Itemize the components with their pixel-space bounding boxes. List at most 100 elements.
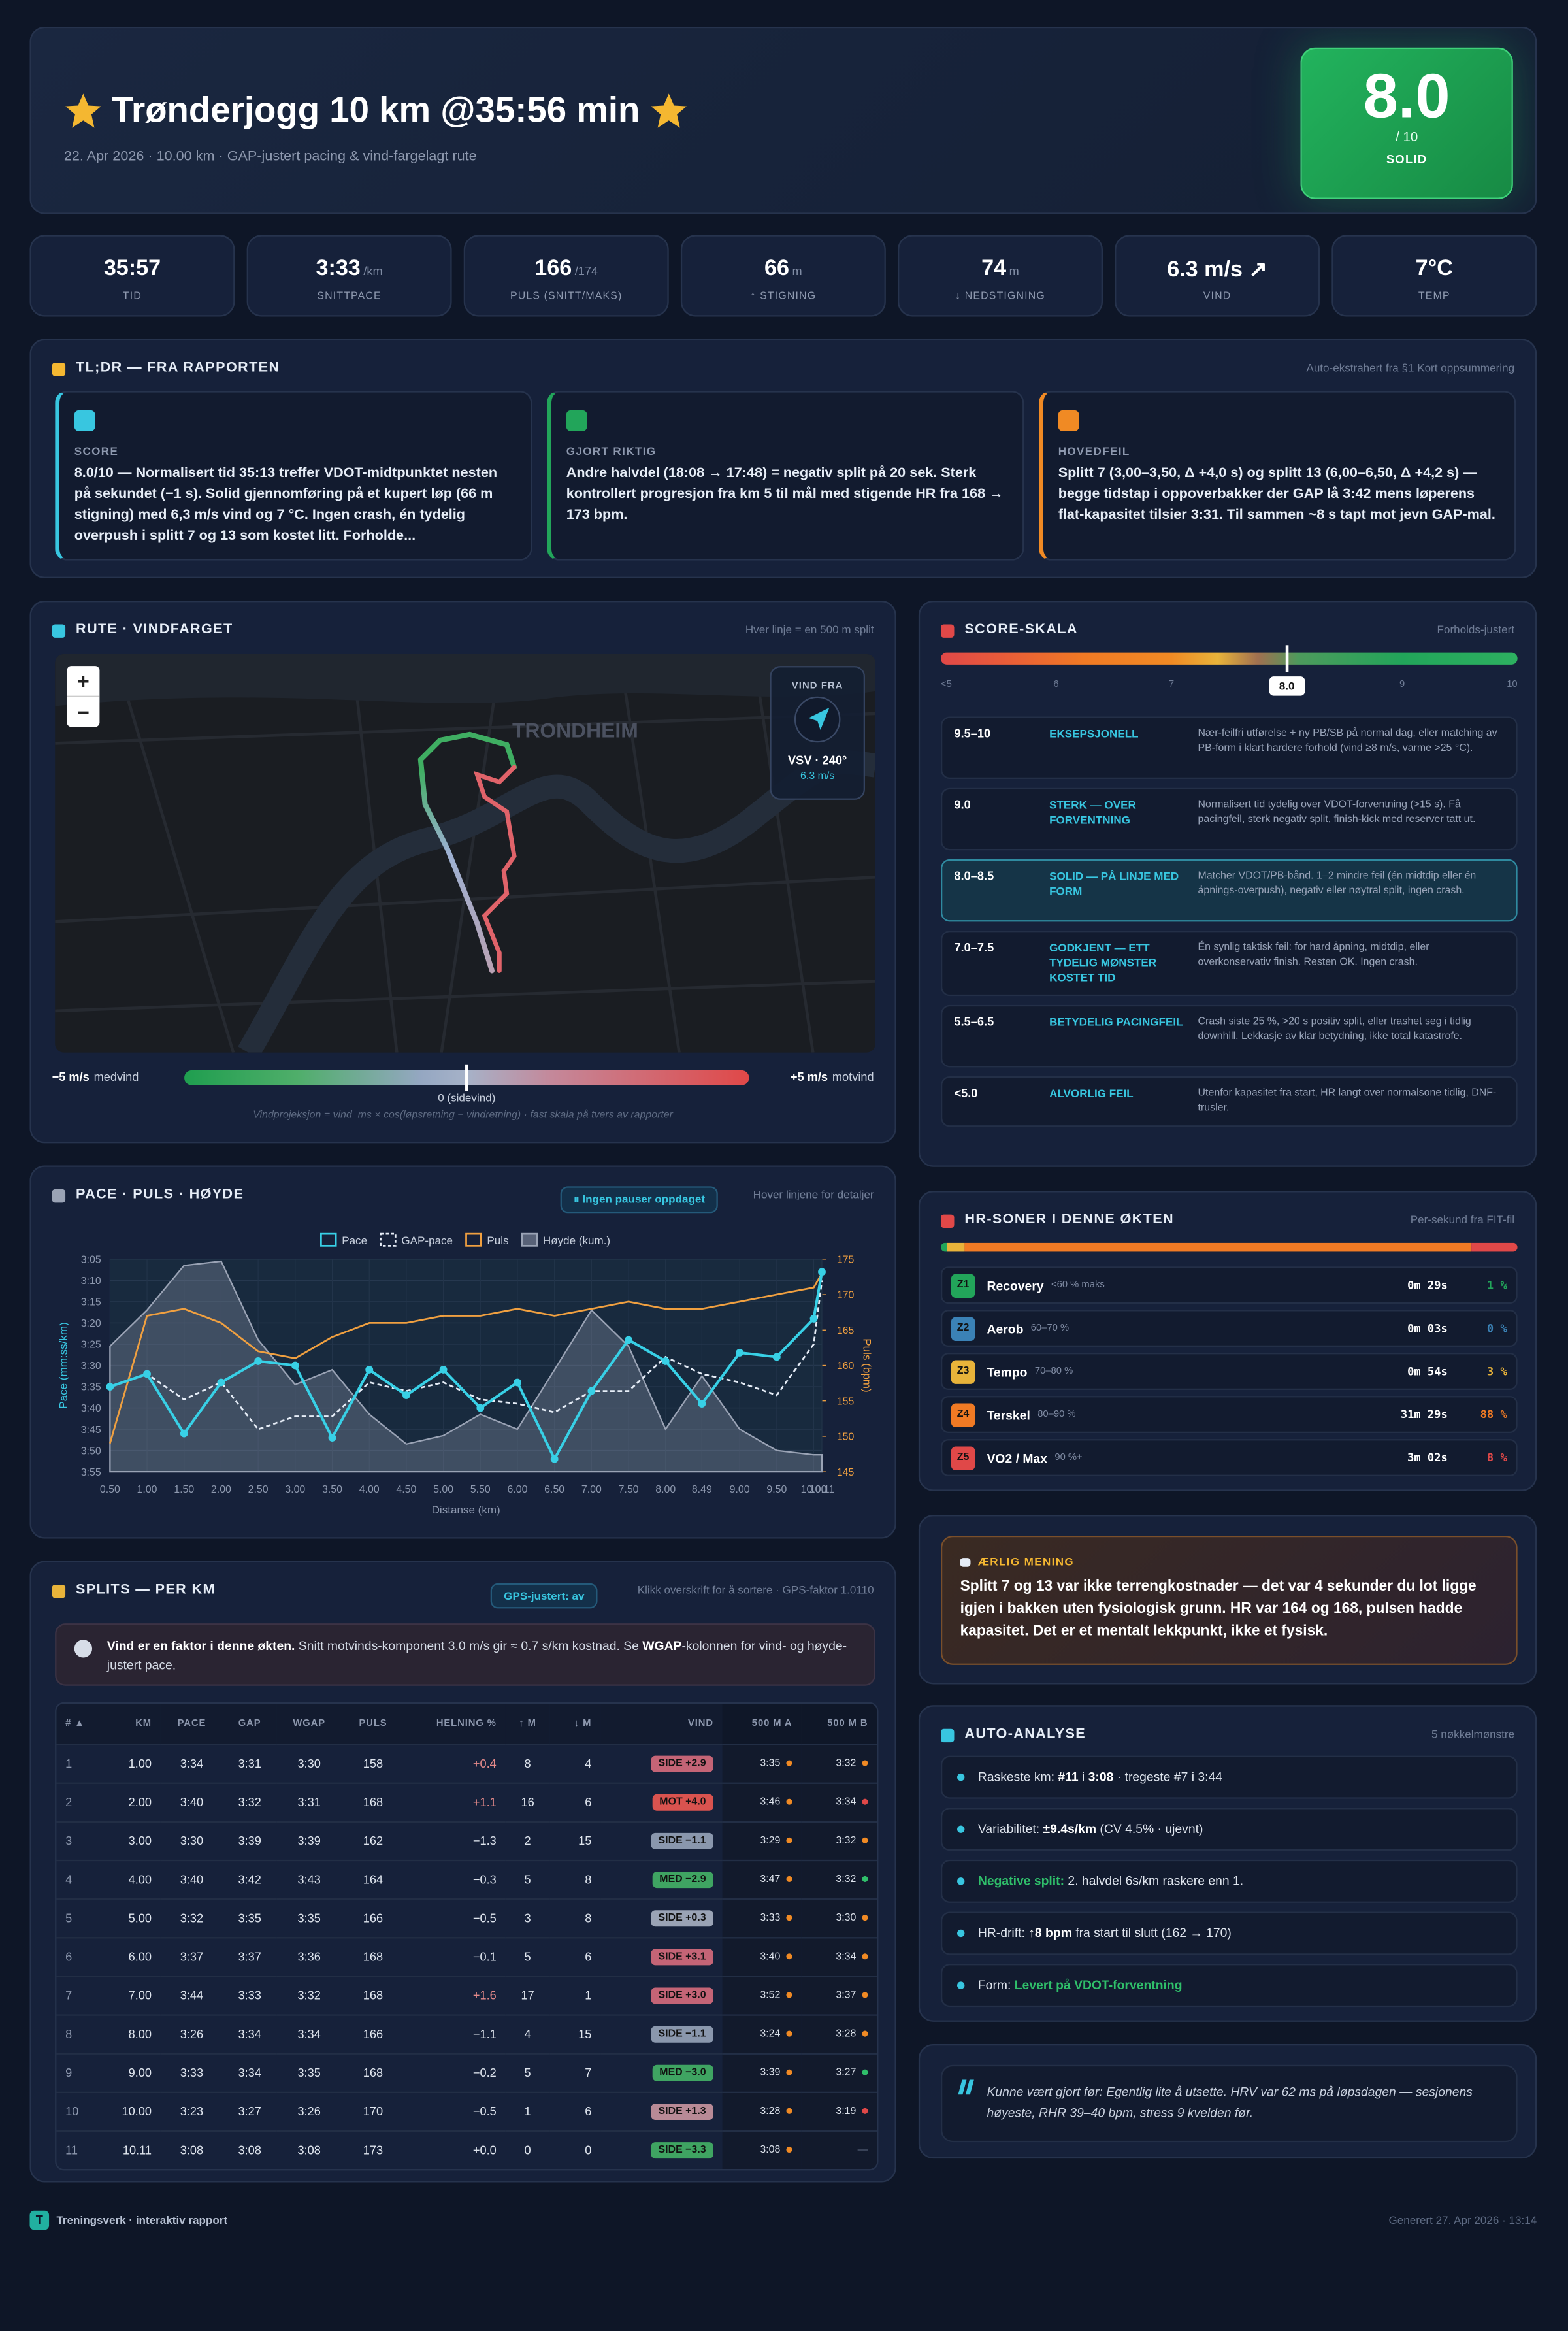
score-row: 9.0 STERK — OVER FORVENTNING Normalisert t… [941,787,1518,851]
y2-tick-label: 175 [837,1255,855,1266]
zone-time: 0m 03s [1407,1321,1448,1335]
legend-label: Høyde (kum.) [543,1234,610,1247]
map-canvas[interactable]: TRONDHEIM [55,653,875,1053]
cell-text: 3:24 [760,2028,781,2040]
section-note: Per-sekund fra FIT-fil [1410,1213,1515,1227]
column-header[interactable]: HELNING % [436,1718,497,1729]
split-cell: +0.4 [404,1744,506,1782]
zone-pct: 1 % [1486,1278,1507,1292]
split-cell: 16 [505,1783,549,1821]
split-cell: 3:33 [161,2053,223,2092]
score-range: <5.0 [954,1086,978,1100]
cell-text: 8 [585,1872,592,1886]
wind-direction: VSV · 240° [788,753,847,767]
wind-badge: SIDE +0.3 [651,1909,713,1926]
cell-text: 8 [524,1756,531,1770]
pace-chart[interactable]: 3:05 3:10 3:15 3:20 3:25 3:30 3:35 3:40 3:45 3:50… [31,1167,896,1539]
river [238,750,875,1053]
tldr-item: GJORT RIKTIG Andre halvdel (18:08 → 17:48… [547,391,1024,561]
text-part: ↑8 bpm [1028,1925,1072,1940]
split-cell: 3:08 [161,2130,223,2169]
split-cell: MED −2.9 [600,1860,723,1898]
zoom-out[interactable]: − [77,700,90,724]
zoom-in[interactable]: + [67,666,100,697]
status-dot [786,1914,792,1921]
cell-text: 3:32 [836,1835,857,1846]
cell-text: 3:44 [180,1988,204,2002]
status-dot [786,2146,792,2153]
split-cell: 10 [56,2092,101,2130]
wind-arrow [808,707,830,730]
quote-card: Kunne vært gjort før: Egentlig lite å ut… [918,2043,1537,2159]
cell-text: 166 [363,1911,384,1925]
column-header[interactable]: VIND [687,1718,713,1729]
column-header[interactable]: WGAP [293,1718,325,1729]
cell-text: 0 [585,2143,592,2157]
series-line[interactable] [109,1280,823,1430]
cell-text: 5.00 [128,1911,152,1925]
x-tick-label: 1.50 [174,1484,194,1495]
map: TRONDHEIM + − VIND FRA VSV · 240° 6.3 m/s [55,653,875,1053]
split-cell: 3:08 [276,2130,342,2169]
score-tick-label: <5 [941,679,952,690]
pace-card: PACE · PULS · HØYDE Hover linjene for det… [29,1165,896,1539]
split-cell: SIDE +3.0 [600,1976,723,2014]
cell-text: 3:08 [760,2145,781,2156]
x-tick-label: 5.50 [470,1484,491,1495]
split-cell: 5 [56,1898,101,1937]
cell-text: 3:32 [836,1758,857,1768]
legend-label: Puls [487,1234,508,1247]
x-tick-label: 0.50 [100,1484,120,1495]
stat-value: 3:33 [316,256,361,281]
column-header[interactable]: PACE [177,1718,206,1729]
stat-card: 7°C TEMP [1331,235,1537,317]
column-header[interactable]: GAP [238,1718,261,1729]
wind-badge: SIDE −3.3 [651,2141,713,2158]
split-row: 11 10.11 3:08 3:08 3:08 173 +0.0 0 0 SIDE −3.3 3:0… [56,2130,877,2170]
x-tick-label: 1.00 [137,1484,157,1495]
split-cell: 9 [56,2053,101,2092]
split-cell: 3:39 [223,1821,276,1860]
split-row: 7 7.00 3:44 3:33 3:32 168 +1.6 17 1 SIDE +3.0 3:52… [56,1976,877,2015]
split-cell: 1 [56,1744,101,1782]
opinion-card: ÆRLIG MENING Splitt 7 og 13 var ikke terr… [918,1515,1537,1685]
section-title: SCORE-SKALA [964,621,1078,638]
cell-text: −0.5 [472,1911,497,1925]
zone-range: 90 %+ [1054,1452,1083,1463]
cell-text: 3:52 [760,1989,781,2000]
column-header[interactable]: # ▲ [65,1718,85,1729]
column-header[interactable]: PULS [359,1718,387,1729]
legend-swatch [380,1232,397,1247]
street [55,712,875,745]
split-cell: 8 [56,2014,101,2053]
cell-text: 3:35 [760,1758,781,1768]
stat-value-row: 66 m [682,256,884,282]
cell-text: — [857,2145,868,2156]
stat-unit: /km [363,264,383,278]
column-header[interactable]: KM [135,1718,152,1729]
cell-text: 3:34 [180,1756,204,1770]
tldr-icon [74,410,95,431]
column-header[interactable]: ↑ M [519,1718,536,1729]
score-row: 5.5–6.5 BETYDELIG PACINGFEIL Crash siste 2… [941,1004,1518,1068]
cell-text: 15 [578,2026,592,2041]
series-line[interactable] [109,1272,823,1444]
bullet [957,1981,965,1989]
cell-text: 3:39 [297,1834,321,1847]
column-header[interactable]: 500 M B [801,1704,877,1744]
split-cell: 2.00 [101,1783,161,1821]
split-cell: SIDE −1.1 [600,1821,723,1860]
analysis-item: Form: Levert på VDOT-forventning [941,1964,1518,2008]
stat-value: 7°C [1415,256,1453,281]
pause-badge: ⏸ Ingen pauser oppdaget [560,1186,719,1214]
brand-name: Treningsverk · interaktiv rapport [56,2213,228,2227]
section-icon [52,363,66,376]
zone-time: 31m 29s [1400,1408,1448,1421]
zone-range: 80–90 % [1037,1409,1076,1420]
column-header[interactable]: ↓ M [574,1718,592,1729]
cell-text: 7 [65,1988,73,2002]
wind-compass [794,696,841,743]
column-header[interactable]: 500 M A [722,1704,802,1744]
hr-row: Z4 Terskel 80–90 % 31m 29s 88 % [941,1396,1518,1433]
split-cell: 6 [550,1937,600,1976]
